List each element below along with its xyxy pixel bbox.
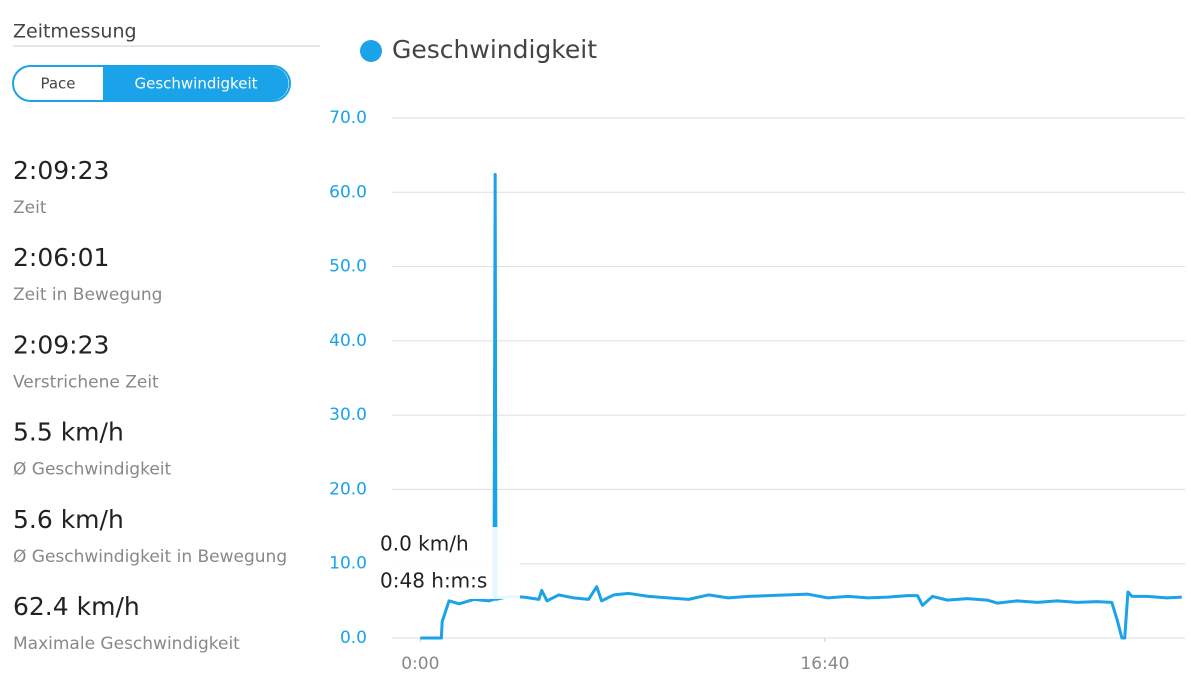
stat-label: Zeit in Bewegung	[13, 285, 162, 305]
stat-value: 5.5 km/h	[13, 418, 124, 447]
toggle: Pace Geschwindigkeit	[12, 65, 291, 102]
stat-label: Zeit	[13, 198, 47, 218]
y-tick-label: 10.0	[329, 554, 367, 574]
y-tick-label: 0.0	[340, 628, 367, 648]
tooltip-time: 0:48 h:m:s	[380, 569, 487, 593]
stat-value: 2:09:23	[13, 156, 109, 185]
toggle-active[interactable]	[103, 67, 289, 100]
section-title: Zeitmessung	[13, 21, 137, 43]
toggle-option[interactable]: Pace	[40, 75, 75, 93]
speed-line	[420, 172, 1182, 640]
y-tick-label: 20.0	[329, 479, 367, 499]
y-tick-label: 50.0	[329, 257, 367, 277]
y-tick-label: 30.0	[329, 405, 367, 425]
chart: Geschwindigkeit 0.0 10.0 20.0 30.0 40.0 50.0 60…	[329, 35, 1185, 674]
stat-value: 2:06:01	[13, 243, 109, 272]
stat-label: Maximale Geschwindigkeit	[13, 634, 240, 654]
stat-value: 2:09:23	[13, 330, 109, 359]
x-tick-label: 16:40	[800, 654, 849, 674]
y-tick-label: 40.0	[329, 331, 367, 351]
stat-label: Ø Geschwindigkeit in Bewegung	[13, 547, 287, 567]
legend-label: Geschwindigkeit	[392, 35, 597, 64]
legend-marker	[360, 40, 382, 62]
stat-label: Verstrichene Zeit	[13, 372, 159, 392]
y-tick-label: 60.0	[329, 182, 367, 202]
stat-value: 62.4 km/h	[13, 592, 140, 621]
tooltip-value: 0.0 km/h	[380, 532, 469, 556]
y-tick-label: 70.0	[329, 108, 367, 128]
stat-label: Ø Geschwindigkeit	[13, 460, 172, 480]
stats: 2:09:23 Zeit 2:06:01 Zeit in Bewegung 2:09:2…	[13, 156, 287, 654]
stat-value: 5.6 km/h	[13, 505, 124, 534]
tooltip-box	[375, 527, 520, 599]
x-tick-label: 0:00	[401, 654, 439, 674]
toggle-option[interactable]: Geschwindigkeit	[134, 75, 257, 93]
